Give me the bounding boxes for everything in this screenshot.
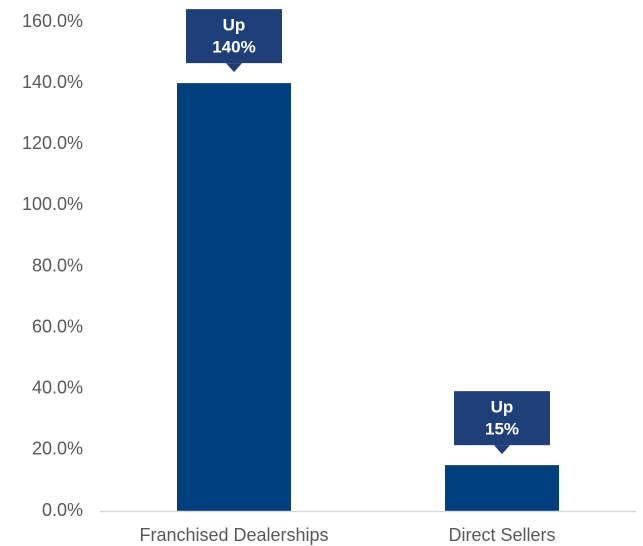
y-tick-label: 40.0% <box>32 378 83 398</box>
y-tick-label: 120.0% <box>22 133 83 153</box>
y-tick-label: 100.0% <box>22 194 83 214</box>
callout-box <box>454 391 550 446</box>
y-tick-label: 80.0% <box>32 255 83 275</box>
bar <box>177 83 291 511</box>
x-tick-label: Franchised Dealerships <box>139 525 328 545</box>
y-tick-label: 60.0% <box>32 316 83 336</box>
plot-area: Up 140% Up 15% <box>177 9 559 511</box>
data-callout: Up 140% <box>186 9 282 73</box>
callout-box <box>186 9 282 64</box>
callout-label: 15% <box>485 420 519 439</box>
data-callout: Up 15% <box>454 391 550 455</box>
bar <box>445 465 559 511</box>
x-axis: Franchised Dealerships Direct Sellers <box>100 510 636 545</box>
callout-label: Up <box>491 398 514 417</box>
y-axis: 0.0% 20.0% 40.0% 60.0% 80.0% 100.0% 120.0% 140.… <box>22 11 83 520</box>
y-tick-label: 0.0% <box>42 500 83 520</box>
callout-pointer <box>226 63 242 73</box>
callout-label: 140% <box>212 38 255 57</box>
callout-label: Up <box>223 16 246 35</box>
callout-pointer <box>494 445 510 455</box>
y-tick-label: 160.0% <box>22 11 83 31</box>
y-tick-label: 140.0% <box>22 72 83 92</box>
y-tick-label: 20.0% <box>32 439 83 459</box>
x-tick-label: Direct Sellers <box>448 525 555 545</box>
